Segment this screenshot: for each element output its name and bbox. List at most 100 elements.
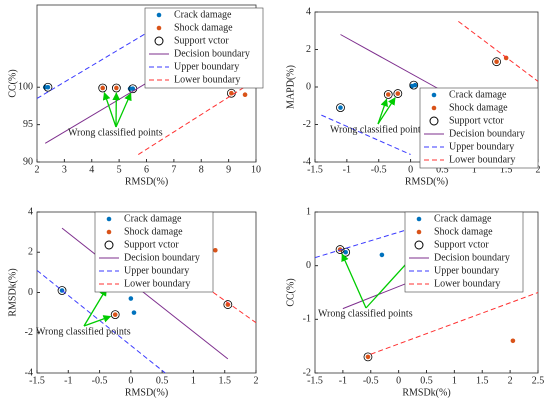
point <box>112 312 118 317</box>
point <box>365 354 371 360</box>
x-tick-label: 0 <box>128 375 133 386</box>
legend-label: Decision boundary <box>434 252 510 263</box>
y-tick-label: 0 <box>306 81 311 92</box>
y-tick-label: 2 <box>306 44 311 55</box>
legend-label: Upper boundary <box>434 265 499 276</box>
legend: Crack damage Shock damage Support vctor Dec… <box>94 211 214 293</box>
legend-label: Support vctor <box>449 115 504 126</box>
x-tick-label: 1 <box>452 375 457 386</box>
annotation: Wrong classified points <box>36 326 131 337</box>
legend-label: Lower boundary <box>434 278 500 289</box>
point <box>343 249 348 255</box>
x-tick-label: 6 <box>144 164 149 175</box>
y-tick-label: 90 <box>23 156 33 167</box>
arrow <box>83 288 107 327</box>
legend-swatch <box>104 240 114 250</box>
support-vector <box>111 83 121 93</box>
legend-swatch <box>156 25 162 31</box>
x-tick-label: -0.5 <box>363 375 379 386</box>
legend-label: Decision boundary <box>174 48 250 59</box>
annotation: Wrong classified points <box>318 308 413 319</box>
legend-label: Decision boundary <box>124 252 200 263</box>
y-tick-label: -2 <box>25 327 33 338</box>
x-tick-label: 0 <box>408 164 413 175</box>
legend-label: Lower boundary <box>174 74 240 85</box>
arrow <box>377 98 389 125</box>
x-tick-label: 5 <box>117 164 122 175</box>
x-tick-label: 4 <box>89 164 94 175</box>
y-tick-label: 4 <box>28 206 33 217</box>
x-tick-label: 10 <box>251 164 261 175</box>
boundary-line <box>321 114 411 155</box>
y-tick-label: -1 <box>303 314 311 325</box>
x-tick-label: -0.5 <box>92 375 108 386</box>
legend-label: Upper boundary <box>174 61 239 72</box>
y-axis-label: CC(%) <box>285 278 296 306</box>
legend-label: Shock damage <box>124 226 183 237</box>
x-axis-label: RMSDk(%) <box>402 387 450 398</box>
x-tick-label: 2 <box>35 164 40 175</box>
x-tick-label: 2 <box>254 375 259 386</box>
point <box>45 84 51 90</box>
x-tick-label: 1 <box>191 375 196 386</box>
y-tick-label: 2 <box>28 247 33 258</box>
x-axis-label: RMSD(%) <box>405 176 448 187</box>
arrow <box>83 315 112 327</box>
panel: 2 3 4 5 6 7 8 9 10 90 95 100 RMSD(%) CC(%) Wrong class… <box>7 4 264 187</box>
arrow <box>341 253 367 309</box>
legend-label: Shock damage <box>174 22 233 33</box>
support-vector <box>43 82 53 92</box>
legend-label: Crack damage <box>124 213 182 224</box>
legend-box <box>94 211 214 293</box>
x-tick-label: 2.5 <box>532 375 545 386</box>
x-tick-label: 7 <box>171 164 176 175</box>
legend: Crack damage Shock damage Support vctor Dec… <box>404 211 524 293</box>
point <box>395 91 401 96</box>
legend-swatch <box>431 105 437 111</box>
annotation: Wrong classified points <box>68 127 163 138</box>
point <box>100 85 105 91</box>
support-vector <box>98 83 108 93</box>
point <box>131 310 137 315</box>
boundary-line <box>138 79 256 155</box>
y-axis-label: RMSDk(%) <box>7 268 18 316</box>
x-tick-label: -0.5 <box>371 164 387 175</box>
boundary-line <box>340 34 450 95</box>
boundary-line <box>37 19 169 99</box>
panel: -1.5 -1 -0.5 0 0.5 1 1.5 2 2.5-2-101RMSDk(%)CC(%… <box>285 206 544 398</box>
y-axis-label: MAPD(%) <box>285 65 296 109</box>
plot-area <box>37 19 256 155</box>
x-tick-label: -1.5 <box>307 164 323 175</box>
legend-label: Decision boundary <box>449 128 525 139</box>
support-vector <box>57 286 67 295</box>
x-tick-label: -1.5 <box>29 375 45 386</box>
y-tick-label: -4 <box>303 156 311 167</box>
x-tick-label: 0.5 <box>156 375 169 386</box>
point <box>130 86 136 92</box>
y-tick-label: 4 <box>306 6 311 17</box>
point <box>229 90 234 96</box>
x-tick-label: 1.5 <box>476 375 489 386</box>
point <box>494 59 499 64</box>
legend-box <box>419 87 539 169</box>
legend-label: Crack damage <box>449 89 507 100</box>
legend-box <box>144 7 264 89</box>
x-tick-label: -1 <box>339 375 347 386</box>
support-vector <box>335 245 345 254</box>
legend-label: Upper boundary <box>124 265 189 276</box>
x-tick-label: 0.5 <box>420 375 433 386</box>
panel: -1.5 -1 -0.5 0 0.5 1 1.5 2 -4 -2 0 2 4 RMSD(%) RMSDk(%… <box>7 206 258 398</box>
legend-swatch <box>416 229 422 235</box>
legend-swatch <box>416 216 422 222</box>
x-tick-label: -1 <box>343 164 351 175</box>
point <box>338 105 343 110</box>
x-tick-label: -1.5 <box>307 375 323 386</box>
plot-area <box>321 20 538 155</box>
boundary-line <box>37 269 166 373</box>
support-vector <box>492 57 501 67</box>
x-tick-label: 0 <box>396 375 401 386</box>
x-axis-label: RMSD(%) <box>125 387 168 398</box>
legend-swatch <box>414 240 424 250</box>
boundary-line <box>458 20 538 82</box>
